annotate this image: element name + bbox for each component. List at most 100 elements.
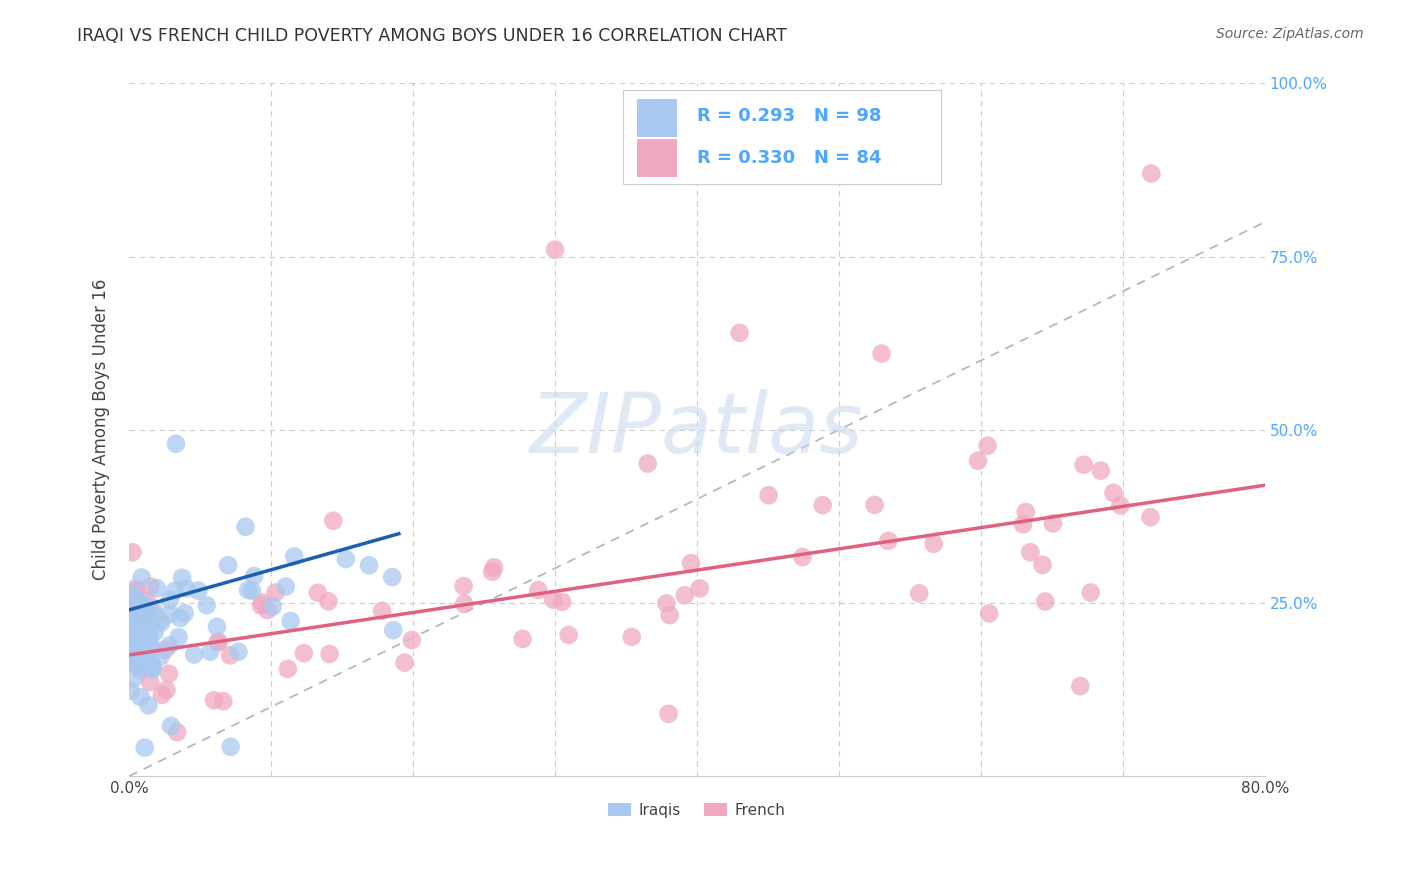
Point (1073, 458, 1095, 472)
Point (527, 583, 550, 598)
Point (681, 556, 703, 570)
Point (453, 597, 475, 611)
Point (205, 620, 228, 634)
Point (166, 725, 188, 739)
Point (132, 633, 155, 648)
Point (217, 558, 239, 573)
Point (557, 628, 579, 642)
Point (394, 656, 416, 670)
Point (120, 655, 142, 669)
Point (129, 642, 152, 657)
Point (125, 613, 148, 627)
Point (142, 662, 165, 676)
Point (318, 594, 340, 608)
Point (1012, 517, 1035, 532)
Text: Source: ZipAtlas.com: Source: ZipAtlas.com (1216, 27, 1364, 41)
Point (728, 326, 751, 340)
Point (174, 582, 197, 596)
Point (122, 654, 145, 668)
Point (165, 436, 187, 450)
Point (124, 636, 146, 650)
Point (120, 627, 142, 641)
Point (128, 659, 150, 673)
Point (159, 639, 181, 653)
Point (129, 690, 152, 704)
Point (141, 662, 163, 676)
Point (124, 629, 146, 643)
Point (228, 645, 250, 659)
Point (1019, 545, 1042, 559)
Text: ZIPatlas: ZIPatlas (530, 389, 863, 470)
Bar (637, 99, 676, 136)
Point (212, 694, 235, 708)
Point (307, 585, 329, 599)
Point (131, 571, 153, 585)
Point (173, 606, 195, 620)
Point (544, 243, 567, 257)
Point (481, 565, 503, 579)
Point (125, 584, 148, 599)
Point (129, 663, 152, 677)
Point (195, 599, 218, 613)
Y-axis label: Child Poverty Among Boys Under 16: Child Poverty Among Boys Under 16 (93, 279, 110, 581)
Point (139, 656, 162, 670)
Point (240, 583, 263, 598)
Point (262, 599, 284, 614)
Point (142, 607, 165, 622)
Point (1042, 516, 1064, 531)
Point (139, 579, 162, 593)
Point (150, 688, 173, 702)
Point (136, 601, 159, 615)
Point (159, 607, 181, 621)
Point (277, 662, 299, 676)
Point (243, 569, 266, 583)
Point (877, 533, 900, 548)
Point (371, 604, 394, 618)
Point (655, 596, 678, 610)
Point (122, 634, 145, 648)
Point (129, 660, 152, 674)
Point (870, 346, 893, 360)
Point (128, 640, 150, 655)
Point (1139, 510, 1161, 524)
Point (131, 640, 153, 654)
Point (127, 617, 149, 632)
Point (138, 629, 160, 643)
FancyBboxPatch shape (623, 90, 941, 184)
Point (967, 454, 990, 468)
Point (976, 439, 998, 453)
Point (128, 623, 150, 637)
Point (159, 592, 181, 607)
Point (922, 537, 945, 551)
Point (128, 608, 150, 623)
Point (136, 610, 159, 624)
Point (139, 638, 162, 652)
Point (149, 649, 172, 664)
Point (183, 648, 205, 662)
Point (143, 624, 166, 639)
Point (131, 651, 153, 665)
Point (121, 631, 143, 645)
Point (658, 608, 681, 623)
Point (318, 647, 340, 661)
Point (453, 579, 475, 593)
Point (121, 545, 143, 559)
Point (120, 653, 142, 667)
Point (124, 605, 146, 619)
Point (198, 645, 221, 659)
Point (256, 603, 278, 617)
Point (134, 644, 156, 658)
Bar (637, 139, 676, 177)
Point (128, 606, 150, 620)
Point (120, 599, 142, 614)
Point (163, 583, 186, 598)
Point (381, 570, 404, 584)
Point (128, 610, 150, 624)
Point (125, 591, 148, 606)
Point (207, 635, 229, 649)
Point (124, 645, 146, 659)
Text: R = 0.330   N = 84: R = 0.330 N = 84 (697, 149, 882, 167)
Point (155, 642, 177, 657)
Point (1033, 594, 1056, 608)
Text: R = 0.293   N = 98: R = 0.293 N = 98 (697, 107, 882, 125)
